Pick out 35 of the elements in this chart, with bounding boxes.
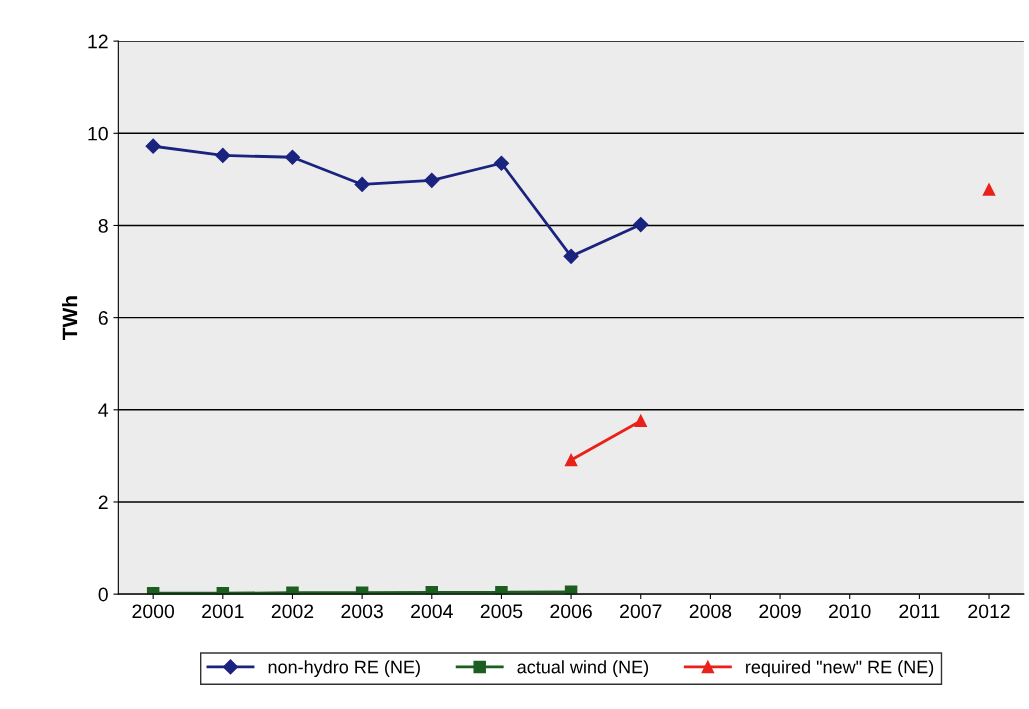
point: [564, 453, 578, 467]
y-tick-label: 2: [98, 495, 108, 510]
x-tick-label: 2008: [689, 604, 732, 619]
x-tick-label: 2010: [829, 604, 871, 619]
x-tick-label: 2005: [480, 604, 523, 619]
point: [145, 138, 161, 154]
point: [424, 172, 440, 188]
point: [633, 216, 649, 233]
point: [493, 155, 510, 171]
point: [354, 176, 370, 193]
y-tick-label: 8: [98, 218, 108, 233]
legend-label: non-hydro RE (NE): [268, 660, 420, 677]
x-tick-label: 2002: [271, 604, 314, 619]
x-tick-label: 2011: [899, 604, 940, 619]
legend-label: actual wind (NE): [517, 660, 649, 677]
point: [284, 149, 301, 165]
y-tick-label: 12: [88, 34, 108, 49]
x-tick-label: 2001: [202, 604, 244, 619]
x-tick-label: 2000: [132, 604, 175, 619]
y-axis-title: TWh: [62, 296, 78, 340]
x-tick-label: 2007: [620, 604, 662, 619]
point: [634, 414, 648, 428]
point: [215, 147, 231, 163]
x-tick-label: 2004: [411, 604, 453, 619]
y-tick-label: 6: [98, 311, 108, 325]
y-tick-label: 4: [98, 403, 109, 417]
x-tick-label: 2009: [759, 604, 801, 619]
x-tick-label: 2006: [550, 604, 592, 619]
x-tick-label: 2003: [341, 604, 383, 619]
x-tick-label: 2012: [968, 604, 1010, 619]
point: [982, 183, 996, 196]
y-tick-label: 0: [98, 587, 108, 602]
point: [563, 248, 579, 264]
y-tick-label: 10: [88, 126, 108, 141]
legend-label: required "new" RE (NE): [746, 660, 934, 677]
